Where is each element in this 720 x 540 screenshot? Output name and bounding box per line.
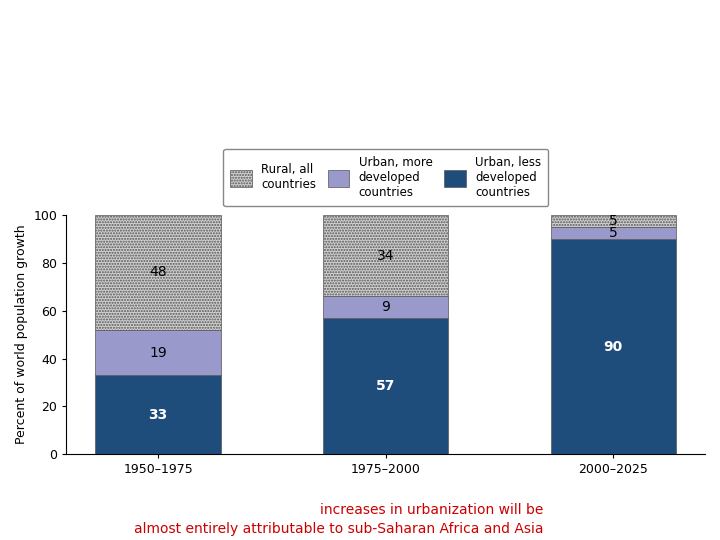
Text: 5: 5 xyxy=(609,226,618,240)
Text: 5: 5 xyxy=(609,214,618,228)
Text: 90: 90 xyxy=(604,340,623,354)
Bar xyxy=(551,239,676,454)
Text: 34: 34 xyxy=(377,248,395,262)
Text: 9: 9 xyxy=(382,300,390,314)
Bar xyxy=(551,215,676,227)
Text: 57: 57 xyxy=(376,379,395,393)
Y-axis label: Percent of world population growth: Percent of world population growth xyxy=(15,225,28,444)
Bar xyxy=(323,215,449,296)
Legend: Rural, all
countries, Urban, more
developed
countries, Urban, less
developed
cou: Rural, all countries, Urban, more develo… xyxy=(223,149,548,206)
Bar xyxy=(96,375,221,454)
Bar xyxy=(323,296,449,318)
Bar xyxy=(323,318,449,454)
Text: increases in urbanization will be: increases in urbanization will be xyxy=(320,503,544,517)
Text: 33: 33 xyxy=(148,408,168,422)
Text: 19: 19 xyxy=(149,346,167,360)
Bar xyxy=(551,227,676,239)
Text: almost entirely attributable to sub-Saharan Africa and Asia: almost entirely attributable to sub-Saha… xyxy=(134,522,543,536)
Bar xyxy=(96,330,221,375)
Bar xyxy=(96,215,221,330)
Text: 48: 48 xyxy=(149,265,167,279)
